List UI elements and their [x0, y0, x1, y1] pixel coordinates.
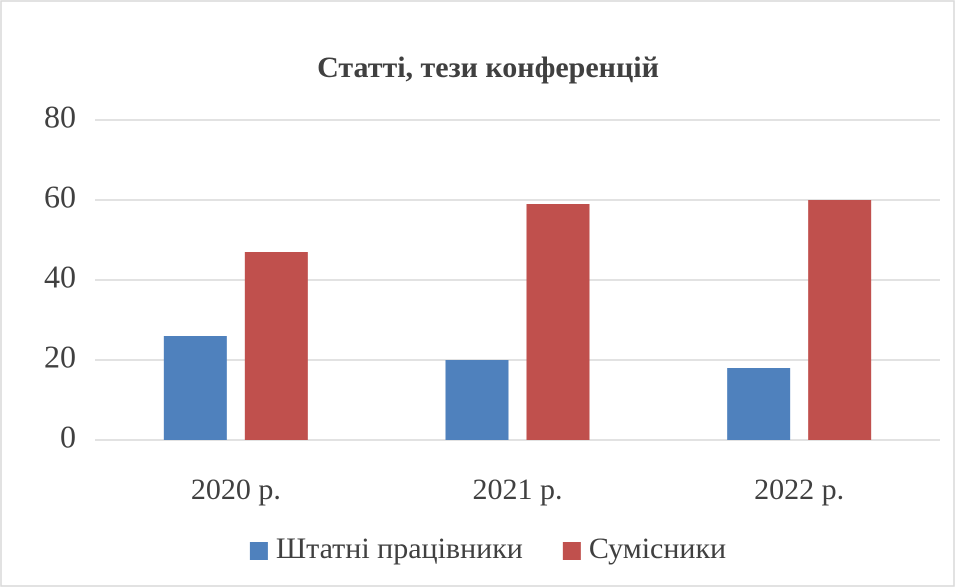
bar [808, 200, 872, 440]
legend-label: Сумісники [589, 532, 726, 565]
bar [445, 360, 509, 440]
x-tick-label: 2021 р. [473, 473, 563, 506]
y-tick-label: 0 [60, 418, 76, 454]
y-tick-label: 60 [44, 178, 76, 214]
bar [526, 204, 590, 440]
bar [163, 336, 227, 440]
y-tick-label: 40 [44, 258, 76, 294]
legend-swatch [249, 542, 268, 560]
chart-title: Статті, тези конференцій [317, 51, 659, 84]
x-tick-label: 2022 р. [754, 473, 844, 506]
legend-label: Штатні працівники [276, 532, 523, 565]
y-tick-label: 20 [44, 338, 76, 374]
bar [727, 368, 791, 440]
bar [244, 252, 308, 440]
y-tick-label: 80 [44, 98, 76, 134]
x-tick-label: 2020 р. [191, 473, 281, 506]
legend-swatch [562, 542, 581, 560]
